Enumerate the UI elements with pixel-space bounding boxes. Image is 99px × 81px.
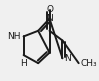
Text: CH₃: CH₃ <box>80 59 97 68</box>
Text: NH: NH <box>7 32 20 41</box>
Text: N: N <box>64 54 71 63</box>
Text: O: O <box>46 5 53 14</box>
Text: N: N <box>46 14 53 23</box>
Text: H: H <box>20 59 27 68</box>
